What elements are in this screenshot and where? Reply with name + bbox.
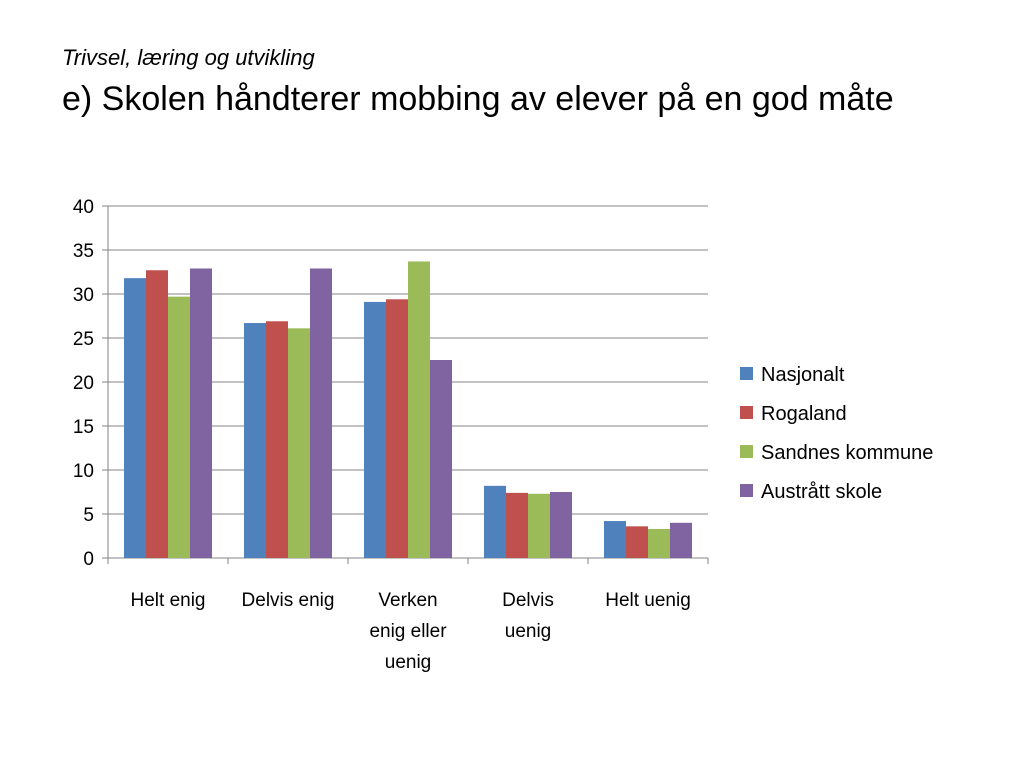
y-tick-label: 5 [83,505,94,526]
bar [386,299,408,558]
bar [266,321,288,558]
bar [168,296,190,558]
bar [670,522,692,558]
y-tick-label: 25 [73,329,94,350]
bar [124,278,146,558]
slide-title: e) Skolen håndterer mobbing av elever på… [62,80,894,118]
x-category-label: Delvis [502,590,554,611]
x-category-label: Helt uenig [605,590,691,611]
bar [146,270,168,558]
bar [506,492,528,558]
bar [408,261,430,558]
y-tick-label: 10 [73,461,94,482]
legend-label: Nasjonalt [761,364,845,386]
bar [626,526,648,558]
x-category-label: Verken [378,590,437,611]
slide-subtitle: Trivsel, læring og utvikling [62,45,315,70]
x-category-label: uenig [505,621,552,642]
bar [604,521,626,558]
legend-label: Sandnes kommune [761,442,933,464]
y-tick-label: 40 [73,197,94,218]
legend-swatch [740,367,753,380]
y-tick-label: 0 [83,549,94,570]
bar [648,528,670,558]
y-tick-label: 35 [73,241,94,262]
x-category-label: Delvis enig [242,590,335,611]
legend-swatch [740,484,753,497]
bar [244,323,266,558]
bar [550,492,572,558]
x-category-label: enig eller [369,621,447,642]
legend-swatch [740,445,753,458]
y-tick-label: 20 [73,373,94,394]
bar [288,328,310,558]
bar [364,301,386,558]
bar [430,360,452,558]
bar [528,493,550,558]
bar [190,268,212,558]
y-tick-label: 30 [73,285,94,306]
bar [484,485,506,558]
bar [310,268,332,558]
legend-label: Rogaland [761,403,847,425]
legend-swatch [740,406,753,419]
x-category-label: uenig [385,652,432,673]
legend-label: Austrått skole [761,481,882,503]
x-category-label: Helt enig [131,590,206,611]
y-tick-label: 15 [73,417,94,438]
